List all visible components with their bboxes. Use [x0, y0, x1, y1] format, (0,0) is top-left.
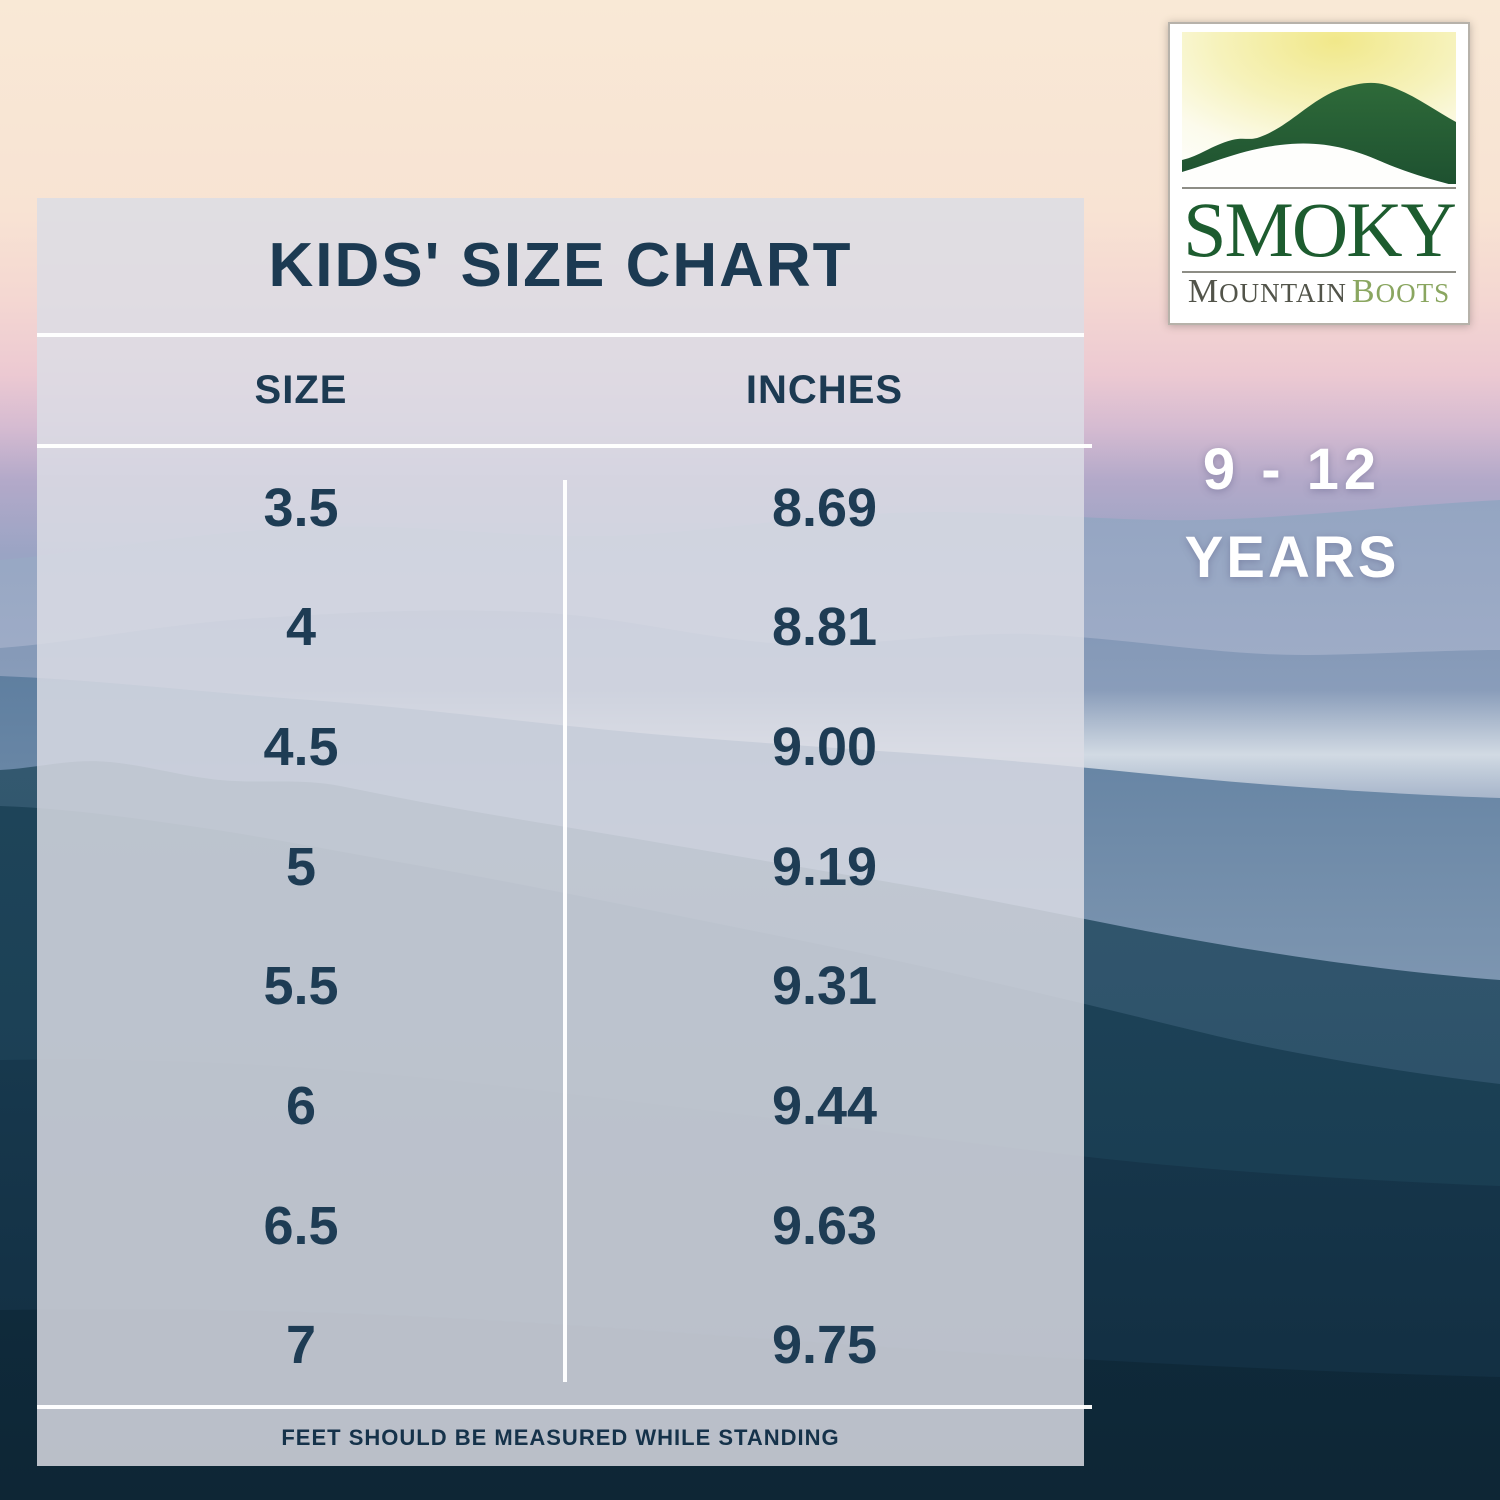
- table-row: 5.5 9.31: [37, 927, 1084, 1047]
- logo-brand-subtitle: MOUNTAIN BOOTS: [1188, 276, 1450, 309]
- table-row: 6 9.44: [37, 1046, 1084, 1166]
- smoky-mountain-boots-logo: SMOKY MOUNTAIN BOOTS: [1168, 22, 1470, 325]
- table-body: 3.5 8.69 4 8.81 4.5 9.00 5 9.19 5.5 9.31…: [37, 448, 1084, 1405]
- age-range-numbers: 9 - 12: [1202, 437, 1382, 502]
- size-value: 3.5: [263, 477, 339, 538]
- footer-divider-line: [37, 1405, 1092, 1409]
- table-row: 6.5 9.63: [37, 1166, 1084, 1286]
- column-divider-line: [563, 480, 567, 1382]
- table-row: 5 9.19: [37, 807, 1084, 927]
- chart-title: KIDS' SIZE CHART: [268, 231, 853, 300]
- logo-word-boots: BOOTS: [1351, 273, 1451, 310]
- table-header-row: SIZE INCHES: [37, 337, 1084, 444]
- logo-top-rule: [1182, 187, 1456, 189]
- size-value: 6: [285, 1075, 317, 1136]
- age-range-label: 9 - 12 YEARS: [1084, 426, 1500, 602]
- size-value: 4: [285, 597, 317, 658]
- inches-value: 9.44: [771, 1075, 878, 1136]
- table-row: 4.5 9.00: [37, 687, 1084, 807]
- size-value: 4.5: [263, 717, 339, 778]
- logo-bottom-rule: [1182, 271, 1456, 273]
- size-value: 5.5: [263, 956, 339, 1017]
- inches-value: 9.00: [771, 717, 878, 778]
- column-header-inches: INCHES: [745, 368, 904, 412]
- column-header-size: SIZE: [254, 368, 348, 412]
- inches-value: 9.75: [771, 1315, 878, 1376]
- age-range-unit: YEARS: [1184, 525, 1400, 590]
- logo-mountain-icon: [1182, 32, 1456, 184]
- title-divider-line: [37, 333, 1084, 337]
- table-row: 4 8.81: [37, 568, 1084, 688]
- inches-value: 9.31: [771, 956, 878, 1017]
- inches-value: 9.19: [771, 836, 878, 897]
- inches-value: 8.81: [771, 597, 878, 658]
- size-chart-panel: KIDS' SIZE CHART SIZE INCHES 3.5 8.69 4 …: [37, 198, 1092, 1466]
- inches-value: 9.63: [771, 1195, 878, 1256]
- logo-word-mountain: MOUNTAIN: [1187, 273, 1347, 310]
- size-value: 6.5: [263, 1195, 339, 1256]
- inches-value: 8.69: [771, 477, 878, 538]
- table-row: 7 9.75: [37, 1285, 1084, 1405]
- logo-brand-name: SMOKY: [1183, 186, 1457, 273]
- size-value: 7: [285, 1315, 317, 1376]
- header-divider-line: [37, 444, 1092, 448]
- size-value: 5: [285, 836, 317, 897]
- measurement-footnote: FEET SHOULD BE MEASURED WHILE STANDING: [281, 1424, 840, 1450]
- table-row: 3.5 8.69: [37, 448, 1084, 568]
